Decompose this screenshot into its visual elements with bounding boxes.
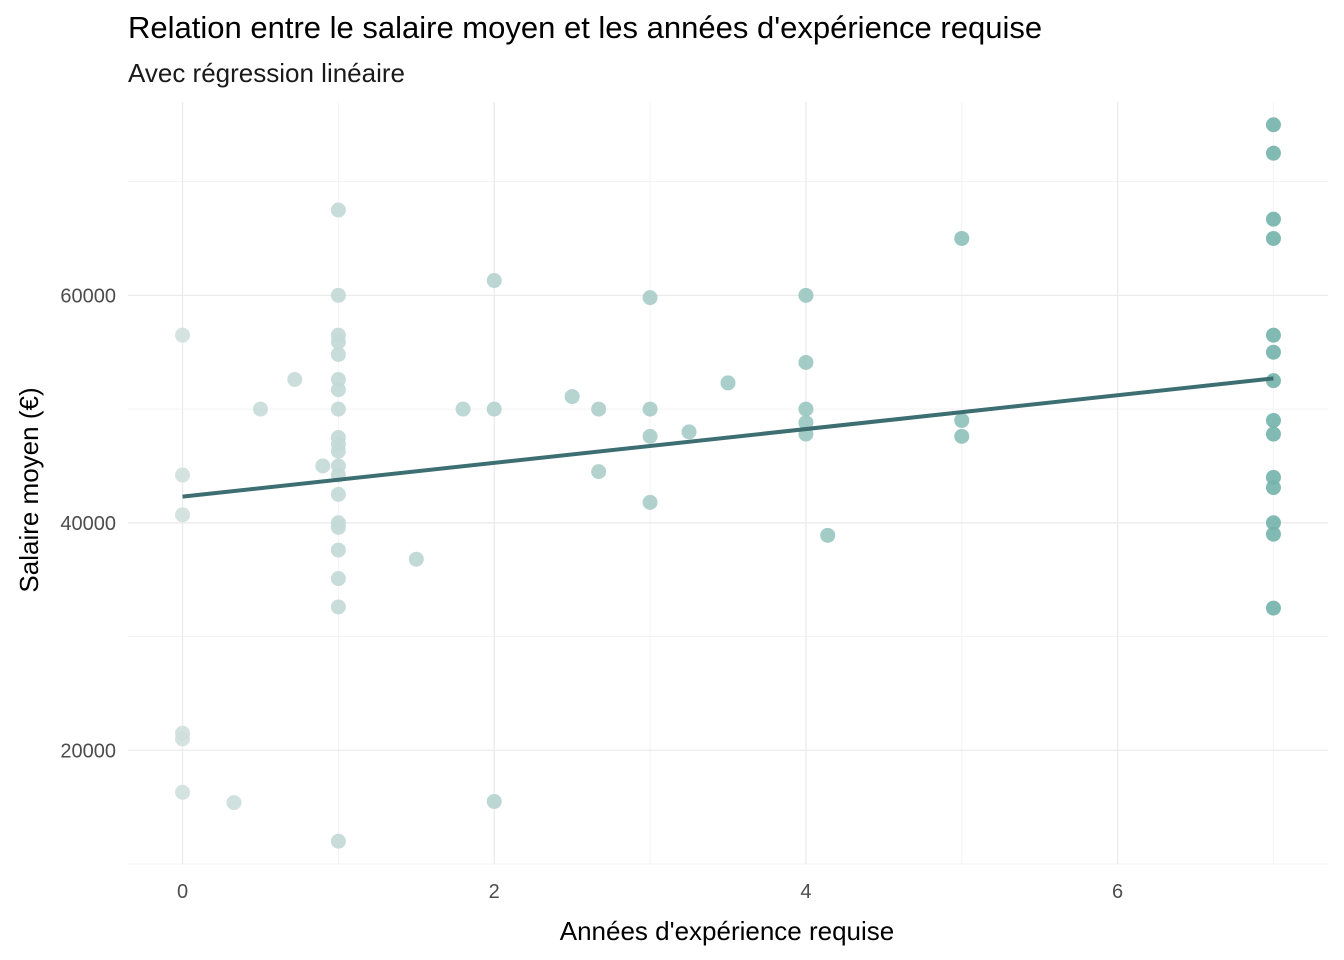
grid-major-y [128,294,1328,751]
data-point [330,486,346,502]
data-point [1265,480,1281,496]
data-point [1265,344,1281,360]
data-point [954,230,970,246]
data-point [642,428,658,444]
data-point [1265,145,1281,161]
y-tick-label: 40000 [60,513,116,535]
regression-line [182,376,1274,499]
data-point [591,464,607,480]
data-point [330,287,346,303]
data-point [798,287,814,303]
data-point [330,542,346,558]
y-tick-label: 20000 [60,740,116,762]
data-point [1265,327,1281,343]
chart-subtitle: Avec régression linéaire [128,58,405,88]
data-point [954,412,970,428]
y-axis-title: Salaire moyen (€) [14,387,44,592]
data-point [175,731,191,747]
data-point [315,458,331,474]
points-layer [175,117,1281,849]
x-tick-label: 6 [1112,881,1123,903]
data-point [330,346,346,362]
data-point [642,290,658,306]
data-point [798,415,814,431]
data-point [1265,526,1281,542]
data-point [642,494,658,510]
data-point [486,401,502,417]
data-point [486,793,502,809]
data-point [175,784,191,800]
grid-minor-y [128,181,1328,865]
data-point [287,372,303,388]
data-point [175,507,191,523]
data-point [1265,412,1281,428]
data-point [455,401,471,417]
data-point [330,382,346,398]
data-point [1265,230,1281,246]
data-point [252,401,268,417]
x-tick-label: 0 [177,881,188,903]
data-point [681,424,697,440]
data-point [408,551,424,567]
data-point [330,334,346,350]
tick-labels: 0 2 4 6 20000 40000 60000 [60,285,1123,903]
data-point [798,401,814,417]
data-point [798,354,814,370]
data-point [1265,117,1281,133]
data-point [720,375,736,391]
data-point [486,273,502,289]
data-point [330,401,346,417]
data-point [330,599,346,615]
data-point [1265,211,1281,227]
data-point [820,527,836,543]
data-point [1265,426,1281,442]
x-axis-title: Années d'expérience requise [560,916,895,946]
regression-layer [182,376,1274,499]
data-point [330,571,346,587]
data-point [175,327,191,343]
data-point [954,428,970,444]
data-point [330,443,346,459]
data-point [175,467,191,483]
data-point [1265,600,1281,616]
data-point [226,795,242,811]
data-point [564,389,580,405]
y-tick-label: 60000 [60,285,116,307]
x-tick-label: 4 [800,881,811,903]
chart-title: Relation entre le salaire moyen et les a… [128,10,1043,45]
data-point [330,833,346,849]
data-point [642,401,658,417]
x-tick-label: 2 [489,881,500,903]
data-point [591,401,607,417]
data-point [1265,515,1281,531]
data-point [330,519,346,535]
data-point [330,202,346,218]
